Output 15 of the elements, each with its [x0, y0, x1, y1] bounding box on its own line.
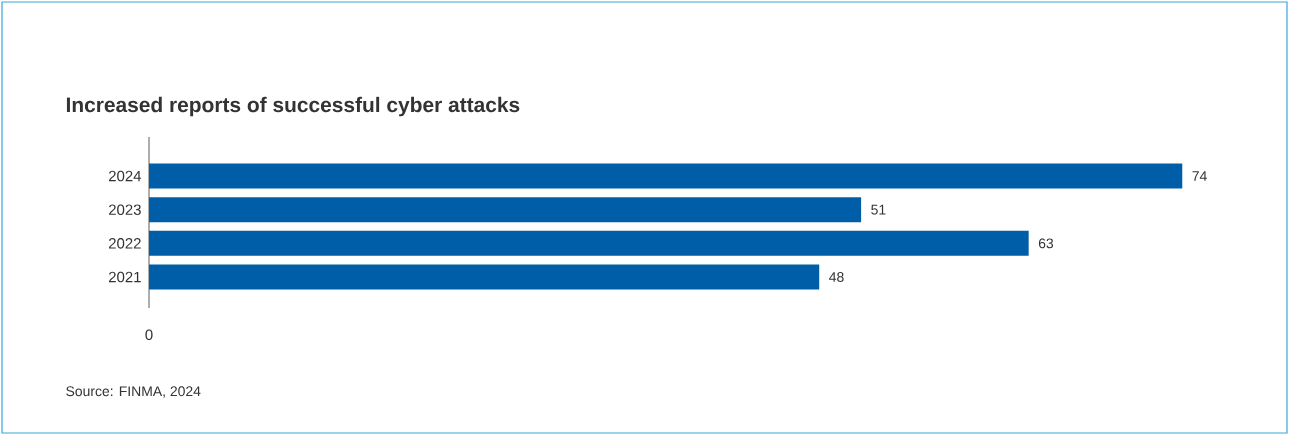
data-label: 51	[871, 204, 886, 215]
y-tick-label: 2024	[109, 170, 142, 182]
y-tick-label: 2021	[109, 271, 141, 283]
data-label: 63	[1038, 238, 1054, 249]
data-label: 48	[829, 272, 844, 282]
bar	[149, 197, 862, 223]
bar	[149, 230, 1029, 256]
bar	[149, 264, 820, 290]
bar	[149, 163, 1183, 189]
text: 0	[145, 329, 153, 341]
data-label: 74	[1192, 171, 1207, 181]
y-tick-label: 2023	[109, 204, 141, 215]
y-tick-label: 2022	[109, 238, 141, 249]
source-note: Source: FINMA, 2024	[66, 386, 201, 398]
chart-title: Increased reports of successful cyber attacks	[66, 96, 520, 117]
